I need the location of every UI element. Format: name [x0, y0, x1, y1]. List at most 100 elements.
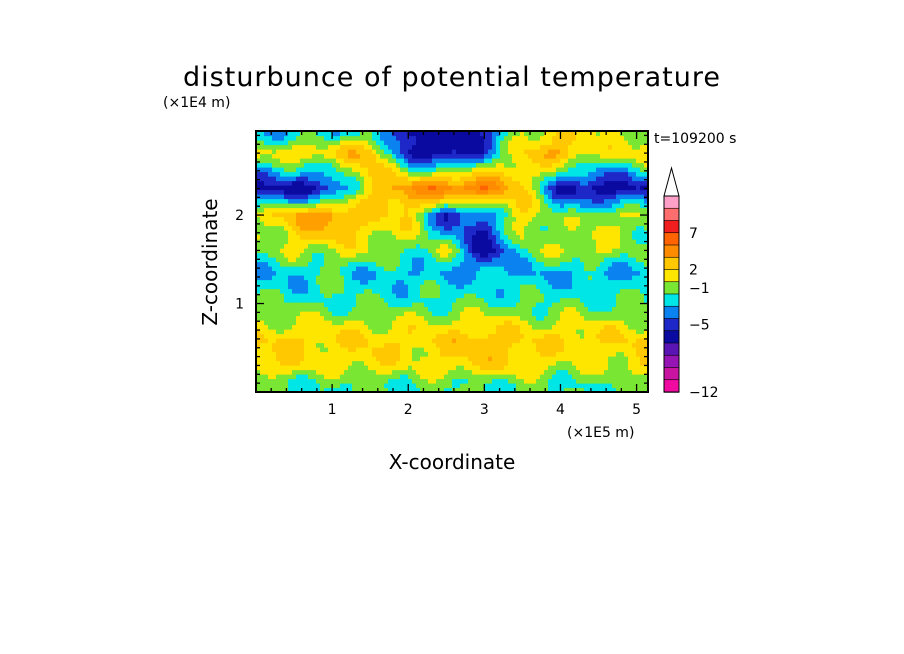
contour-cell: [356, 194, 361, 200]
contour-cell: [428, 311, 433, 317]
contour-cell: [428, 194, 433, 200]
contour-cell: [608, 234, 613, 240]
contour-cell: [504, 275, 509, 281]
contour-cell: [520, 315, 525, 321]
contour-cell: [612, 261, 617, 267]
contour-cell: [516, 342, 521, 348]
contour-cell: [268, 356, 273, 362]
contour-cell: [560, 275, 565, 281]
contour-cell: [464, 248, 469, 254]
contour-cell: [352, 288, 357, 294]
contour-cell: [524, 185, 529, 191]
contour-cell: [336, 252, 341, 258]
contour-cell: [272, 324, 277, 330]
contour-cell: [536, 185, 541, 191]
contour-cell: [408, 369, 413, 375]
contour-cell: [336, 212, 341, 218]
contour-cell: [304, 284, 309, 290]
contour-cell: [636, 360, 641, 366]
contour-cell: [484, 167, 489, 173]
contour-cell: [444, 216, 449, 222]
contour-cell: [440, 369, 445, 375]
contour-cell: [528, 329, 533, 335]
contour-cell: [624, 212, 629, 218]
contour-cell: [500, 288, 505, 294]
contour-cell: [320, 306, 325, 312]
contour-cell: [596, 270, 601, 276]
contour-cell: [432, 347, 437, 353]
contour-cell: [552, 198, 557, 204]
contour-cell: [548, 243, 553, 249]
contour-cell: [436, 243, 441, 249]
contour-cell: [288, 297, 293, 303]
contour-cell: [292, 320, 297, 326]
contour-cell: [468, 167, 473, 173]
contour-cell: [348, 257, 353, 263]
contour-cell: [500, 369, 505, 375]
contour-cell: [520, 302, 525, 308]
contour-cell: [436, 270, 441, 276]
contour-cell: [436, 212, 441, 218]
contour-cell: [580, 387, 585, 393]
contour-cell: [408, 270, 413, 276]
contour-cell: [632, 293, 637, 299]
contour-cell: [356, 185, 361, 191]
contour-cell: [620, 243, 625, 249]
contour-cell: [260, 221, 265, 227]
contour-cell: [332, 275, 337, 281]
contour-cell: [312, 167, 317, 173]
contour-cell: [372, 270, 377, 276]
contour-cell: [640, 221, 645, 227]
contour-cell: [336, 257, 341, 263]
contour-cell: [304, 275, 309, 281]
contour-cell: [452, 212, 457, 218]
contour-cell: [572, 374, 577, 380]
contour-cell: [632, 284, 637, 290]
contour-cell: [452, 194, 457, 200]
contour-cell: [376, 351, 381, 357]
contour-cell: [312, 360, 317, 366]
contour-cell: [456, 315, 461, 321]
contour-cell: [528, 320, 533, 326]
contour-cell: [548, 257, 553, 263]
contour-cell: [620, 270, 625, 276]
contour-cell: [276, 266, 281, 272]
contour-cell: [528, 176, 533, 182]
contour-cell: [376, 189, 381, 195]
contour-cell: [296, 347, 301, 353]
contour-cell: [352, 306, 357, 312]
contour-cell: [288, 329, 293, 335]
contour-cell: [588, 347, 593, 353]
contour-cell: [544, 378, 549, 384]
contour-cell: [524, 351, 529, 357]
contour-cell: [308, 338, 313, 344]
contour-cell: [312, 383, 317, 389]
contour-cell: [456, 216, 461, 222]
contour-cell: [620, 293, 625, 299]
contour-cell: [312, 185, 317, 191]
contour-cell: [636, 266, 641, 272]
contour-cell: [488, 279, 493, 285]
contour-cell: [612, 365, 617, 371]
contour-cell: [260, 302, 265, 308]
contour-cell: [476, 203, 481, 209]
contour-cell: [364, 315, 369, 321]
contour-cell: [316, 234, 321, 240]
contour-cell: [544, 329, 549, 335]
contour-cell: [628, 252, 633, 258]
contour-cell: [444, 185, 449, 191]
contour-cell: [408, 198, 413, 204]
contour-cell: [320, 284, 325, 290]
contour-cell: [604, 221, 609, 227]
contour-cell: [484, 383, 489, 389]
contour-cell: [288, 279, 293, 285]
contour-cell: [320, 279, 325, 285]
contour-cell: [424, 257, 429, 263]
contour-cell: [624, 383, 629, 389]
contour-cell: [312, 180, 317, 186]
contour-cell: [292, 306, 297, 312]
contour-cell: [584, 374, 589, 380]
contour-cell: [292, 297, 297, 303]
contour-cell: [392, 243, 397, 249]
contour-cell: [284, 351, 289, 357]
